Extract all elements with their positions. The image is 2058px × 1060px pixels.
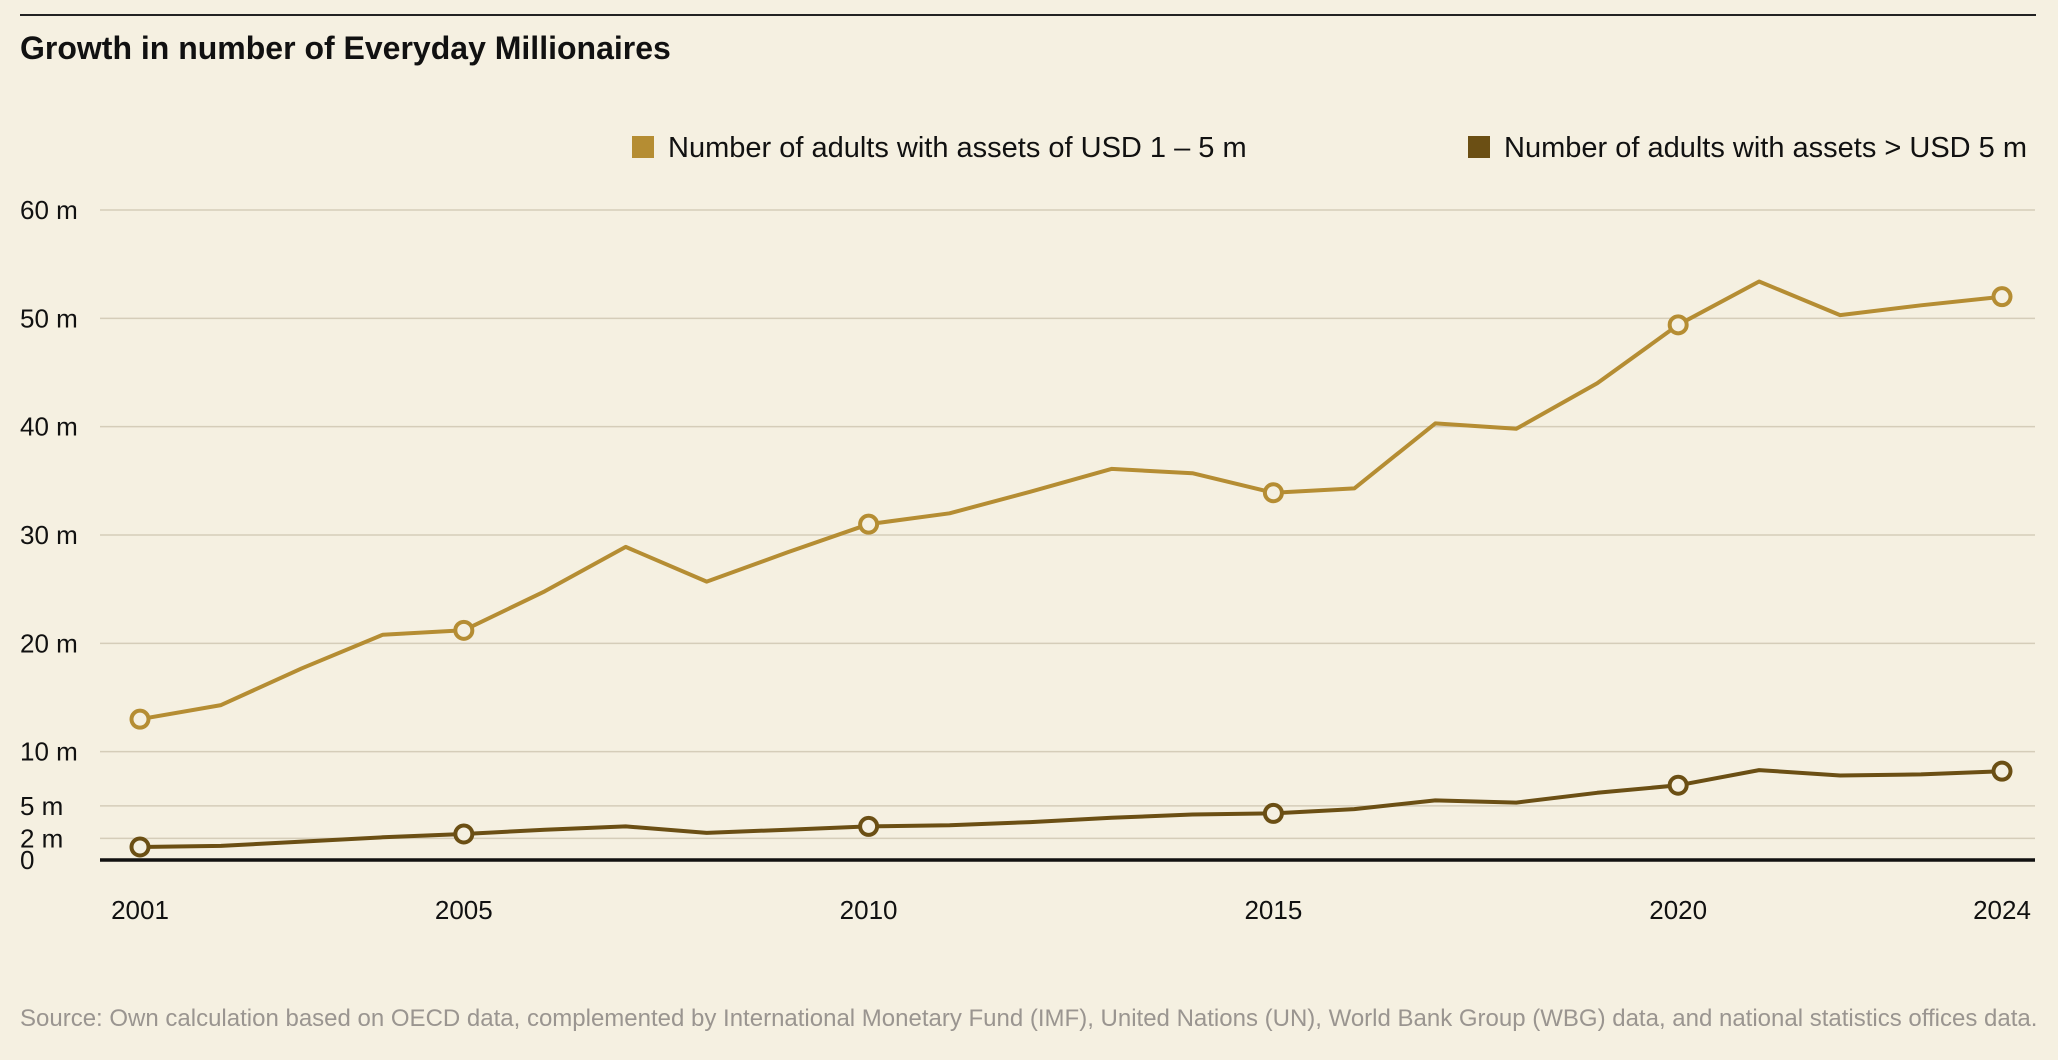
legend-swatch-1 xyxy=(632,136,654,158)
x-tick-label: 2005 xyxy=(435,895,493,925)
y-tick-label: 2 m xyxy=(20,823,63,853)
series-line-1 xyxy=(139,279,2003,722)
y-tick-label: 60 m xyxy=(20,195,78,225)
x-tick-label: 2001 xyxy=(111,895,169,925)
series-1-marker-2015 xyxy=(1262,482,1284,504)
legend-swatch-2 xyxy=(1468,136,1490,158)
y-tick-label: 10 m xyxy=(20,737,78,767)
y-tick-label: 0 xyxy=(20,845,34,875)
y-tick-label: 20 m xyxy=(20,628,78,658)
top-rule xyxy=(20,14,2036,16)
series-2-marker-2005 xyxy=(453,823,475,845)
series-2-marker-2010 xyxy=(858,815,880,837)
legend-label-2: Number of adults with assets > USD 5 m xyxy=(1504,132,2027,164)
x-tick-label: 2020 xyxy=(1649,895,1707,925)
chart-title: Growth in number of Everyday Millionaire… xyxy=(20,30,671,66)
grid-layer xyxy=(100,209,2035,840)
series-2-marker-2015 xyxy=(1262,802,1284,824)
source-note: Source: Own calculation based on OECD da… xyxy=(20,1005,2038,1032)
series-2-marker-2001 xyxy=(129,836,151,858)
legend: Number of adults with assets of USD 1 – … xyxy=(632,132,2027,164)
x-tick-label: 2010 xyxy=(840,895,898,925)
series-1-marker-2005 xyxy=(453,619,475,641)
series-1-marker-2024 xyxy=(1991,286,2013,308)
y-tick-label: 30 m xyxy=(20,520,78,550)
series-2-marker-2020 xyxy=(1667,774,1689,796)
x-tick-label: 2015 xyxy=(1244,895,1302,925)
series-1-marker-2020 xyxy=(1667,314,1689,336)
line-chart: 60 m 50 m 40 m 30 m 20 m 10 m 5 m2 m0 2001 2005 2… xyxy=(20,132,2035,925)
axis-layer: 60 m 50 m 40 m 30 m 20 m 10 m 5 m2 m0 2001 2005 2… xyxy=(20,195,2035,925)
series-line-2 xyxy=(139,768,2003,849)
series-layer xyxy=(129,279,2013,858)
series-1-marker-2001 xyxy=(129,708,151,730)
series-2-marker-2024 xyxy=(1991,760,2013,782)
y-tick-label: 50 m xyxy=(20,303,78,333)
x-tick-label: 2024 xyxy=(1973,895,2031,925)
legend-label-1: Number of adults with assets of USD 1 – … xyxy=(668,132,1247,164)
y-tick-label: 40 m xyxy=(20,412,78,442)
y-tick-label: 5 m xyxy=(20,791,63,821)
series-1-marker-2010 xyxy=(858,513,880,535)
